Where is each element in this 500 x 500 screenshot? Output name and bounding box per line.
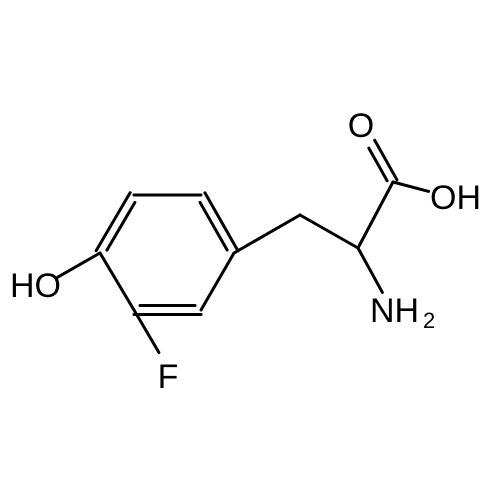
oxygen-carbonyl-label: O: [348, 107, 374, 145]
molecule-diagram: O OH NH 2 HO F: [0, 0, 500, 500]
amino-label: NH: [370, 292, 419, 330]
amino-subscript: 2: [423, 308, 435, 333]
hydroxyl-acid-label: OH: [430, 179, 481, 217]
fluorine-label: F: [158, 358, 179, 396]
phenol-hydroxyl-label: HO: [10, 267, 61, 305]
